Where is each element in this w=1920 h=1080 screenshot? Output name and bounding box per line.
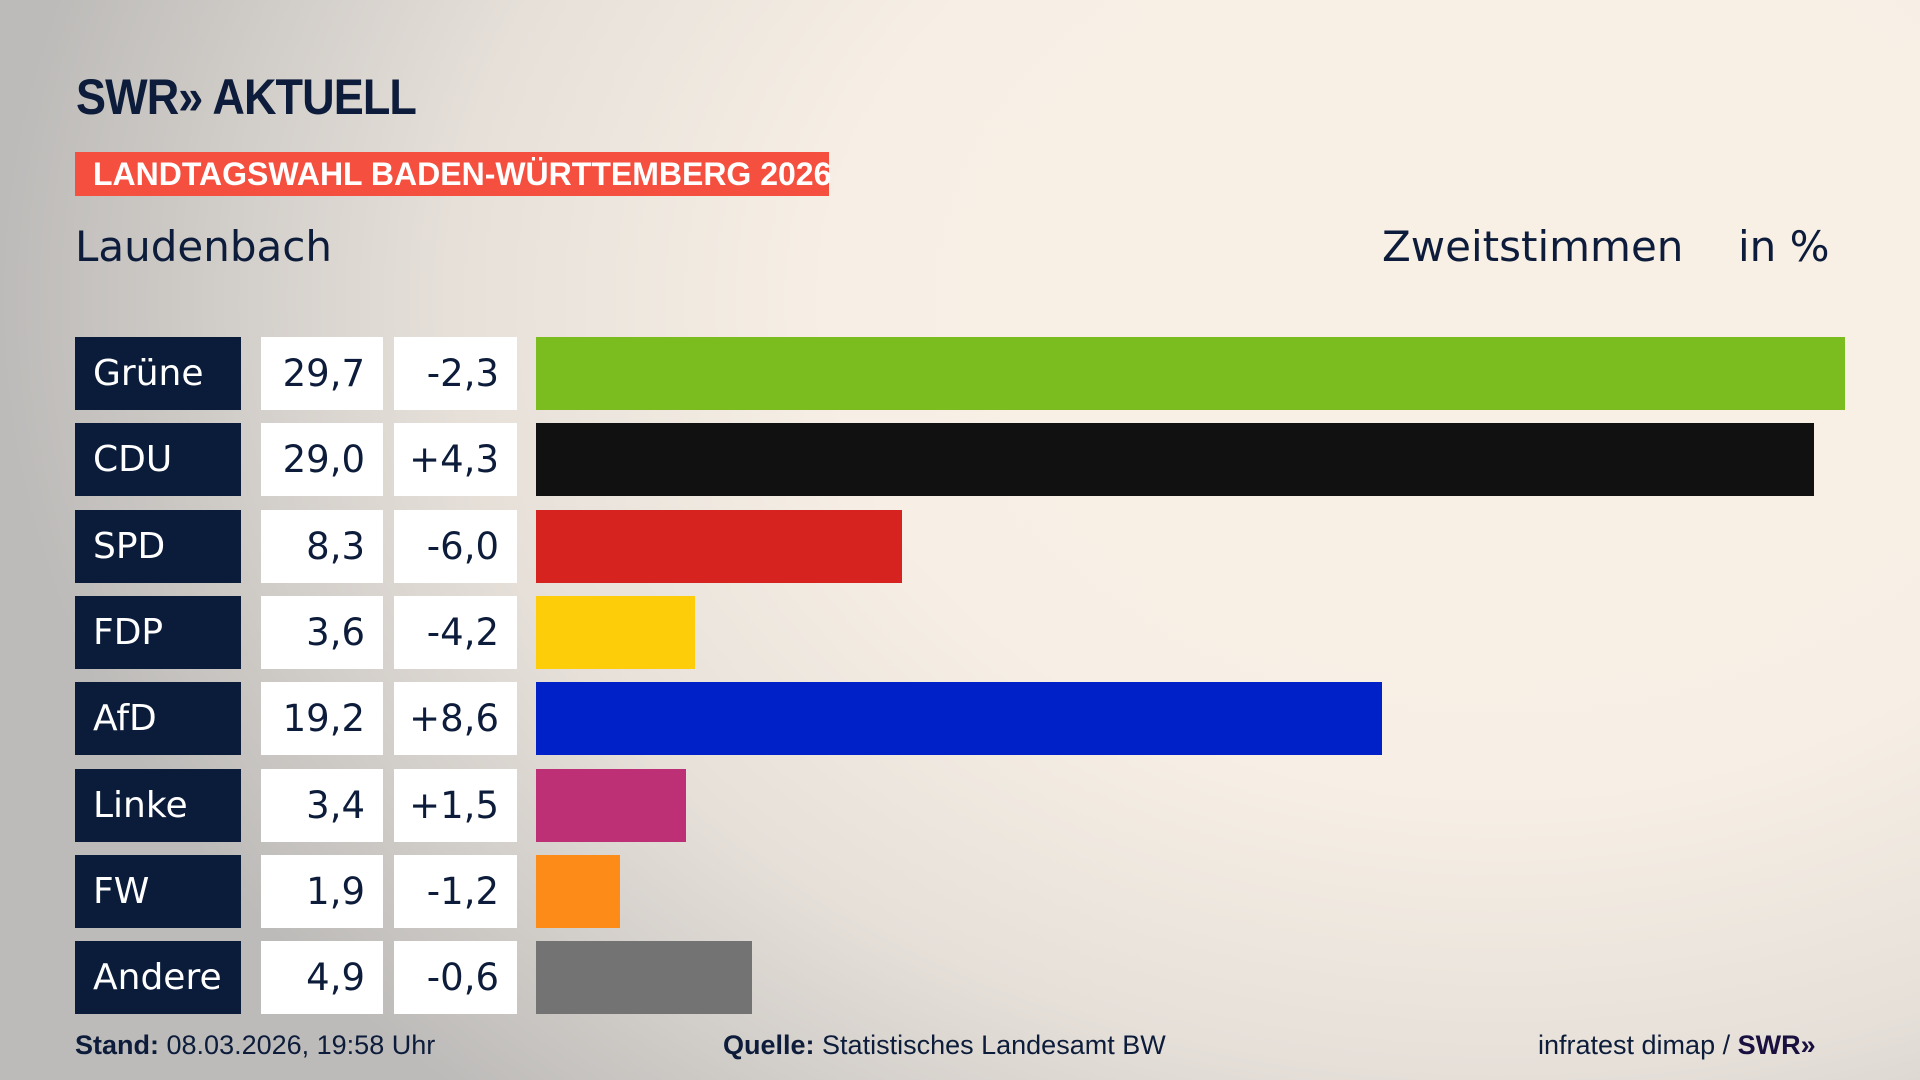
change-label: -4,2 bbox=[394, 595, 517, 669]
bar bbox=[536, 682, 1383, 756]
source-label: Quelle: bbox=[723, 1030, 815, 1060]
change-label: -0,6 bbox=[394, 941, 517, 1015]
value-label: 29,7 bbox=[261, 337, 383, 410]
party-label: Andere bbox=[75, 941, 241, 1015]
chart-row: FDP 3,6 -4,2 bbox=[75, 595, 1875, 669]
party-label: FW bbox=[75, 854, 241, 928]
credit-text: infratest dimap / bbox=[1538, 1030, 1731, 1060]
chart-row: AfD 19,2 +8,6 bbox=[75, 682, 1875, 756]
party-label: Linke bbox=[75, 768, 241, 842]
place-title: Laudenbach bbox=[75, 222, 332, 271]
timestamp: Stand: 08.03.2026, 19:58 Uhr bbox=[75, 1030, 435, 1061]
change-label: +4,3 bbox=[394, 423, 517, 497]
bar bbox=[536, 854, 620, 928]
change-label: -1,2 bbox=[394, 854, 517, 928]
bar bbox=[536, 595, 695, 669]
bar bbox=[536, 768, 686, 842]
change-label: +8,6 bbox=[394, 682, 517, 756]
stand-value: 08.03.2026, 19:58 Uhr bbox=[166, 1030, 436, 1060]
value-label: 29,0 bbox=[261, 423, 383, 497]
change-label: -6,0 bbox=[394, 509, 517, 583]
unit-label: in % bbox=[1738, 222, 1830, 271]
value-label: 8,3 bbox=[261, 509, 383, 583]
change-label: -2,3 bbox=[394, 337, 517, 410]
swr-small-logo: SWR» bbox=[1737, 1030, 1816, 1060]
credit: infratest dimap / SWR» bbox=[1538, 1030, 1816, 1061]
change-label: +1,5 bbox=[394, 768, 517, 842]
bar bbox=[536, 423, 1815, 497]
party-label: CDU bbox=[75, 423, 241, 497]
party-label: AfD bbox=[75, 682, 241, 756]
party-label: FDP bbox=[75, 595, 241, 669]
value-label: 1,9 bbox=[261, 854, 383, 928]
bar bbox=[536, 941, 752, 1015]
chart-row: Linke 3,4 +1,5 bbox=[75, 768, 1875, 842]
vote-type-label: Zweitstimmen bbox=[1382, 222, 1684, 271]
bar bbox=[536, 337, 1845, 410]
value-label: 19,2 bbox=[261, 682, 383, 756]
chart-row: SPD 8,3 -6,0 bbox=[75, 509, 1875, 583]
chart-row: Andere 4,9 -0,6 bbox=[75, 941, 1875, 1015]
party-label: Grüne bbox=[75, 337, 241, 410]
value-label: 3,4 bbox=[261, 768, 383, 842]
source: Quelle: Statistisches Landesamt BW bbox=[723, 1030, 1166, 1061]
chart-row: FW 1,9 -1,2 bbox=[75, 854, 1875, 928]
election-banner: LANDTAGSWAHL BADEN-WÜRTTEMBERG 2026 bbox=[75, 152, 831, 196]
chart-row: Grüne 29,7 -2,3 bbox=[75, 337, 1875, 410]
source-value: Statistisches Landesamt BW bbox=[822, 1030, 1166, 1060]
chart-row: CDU 29,0 +4,3 bbox=[75, 423, 1875, 497]
stand-label: Stand: bbox=[75, 1030, 159, 1060]
value-label: 4,9 bbox=[261, 941, 383, 1015]
party-label: SPD bbox=[75, 509, 241, 583]
bar bbox=[536, 509, 902, 583]
value-label: 3,6 bbox=[261, 595, 383, 669]
swr-aktuell-logo: SWR» AKTUELL bbox=[76, 69, 417, 125]
